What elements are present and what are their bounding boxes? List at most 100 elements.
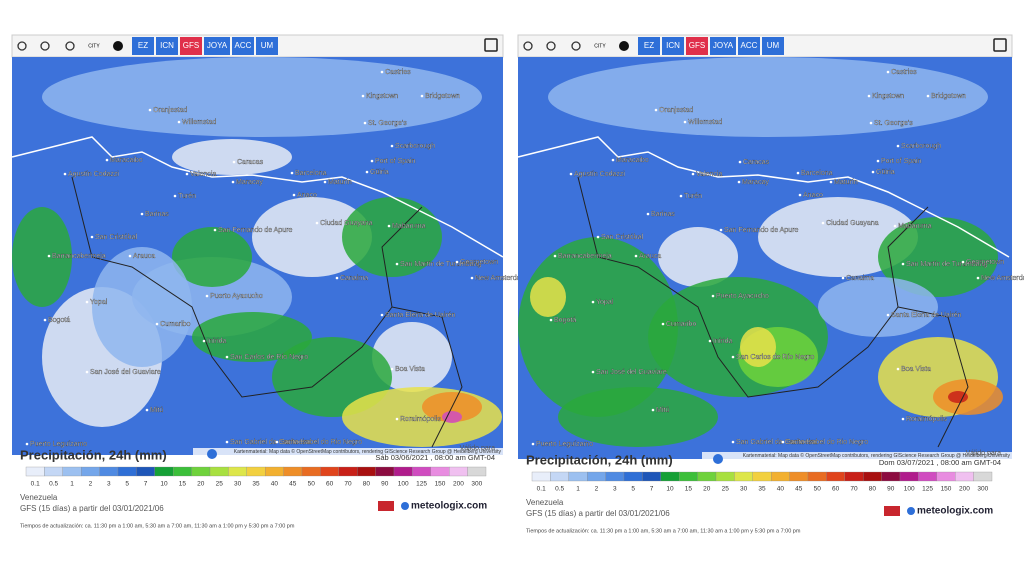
city-dot (395, 417, 399, 421)
place-label: St. George's (874, 120, 913, 127)
precip-area (740, 327, 776, 367)
city-dot (731, 440, 735, 444)
coastline (11, 136, 504, 258)
legend-label: 0.1 (537, 486, 546, 493)
model-button[interactable] (256, 37, 278, 55)
place-label: San Gabriel da Cachoeira (230, 439, 311, 446)
legend-label: 1 (70, 481, 74, 488)
tool-icon[interactable] (40, 41, 50, 51)
legend-swatch (430, 466, 450, 477)
update-times: Tiempos de actualización: ca. 11:30 pm a… (526, 528, 801, 534)
model-button[interactable] (180, 37, 202, 55)
model-button-label[interactable]: EZ (138, 41, 148, 50)
city-dot (275, 440, 279, 444)
city-dot (896, 367, 900, 371)
precip-area (558, 387, 718, 447)
city-dot (315, 221, 319, 225)
legend-label: 20 (703, 486, 711, 493)
model-button-label[interactable]: GFS (689, 41, 705, 50)
legend-label: 100 (904, 486, 915, 493)
share-button[interactable] (993, 38, 1007, 52)
model-button[interactable] (738, 37, 760, 55)
model-button[interactable] (156, 37, 178, 55)
city-dot (711, 294, 715, 298)
dark-toggle[interactable] (113, 41, 123, 51)
model-button[interactable] (686, 37, 708, 55)
model-button[interactable] (232, 37, 254, 55)
city-dot (90, 235, 94, 239)
place-label: San Cristóbal (601, 234, 643, 241)
tool-icon[interactable] (571, 41, 581, 51)
region: Venezuela (20, 493, 58, 502)
city-dot (781, 440, 785, 444)
model-button[interactable] (762, 37, 784, 55)
model-button-label[interactable]: GFS (183, 41, 199, 50)
legend-label: 15 (179, 481, 187, 488)
city-toggle[interactable]: CITY (594, 43, 606, 49)
legend-swatch (550, 471, 569, 482)
tool-icon[interactable] (546, 41, 556, 51)
city-dot (691, 172, 695, 176)
model-button[interactable] (638, 37, 660, 55)
city-toggle[interactable]: CITY (88, 43, 100, 49)
precip-area (12, 207, 72, 307)
model-button-label[interactable]: ICN (666, 41, 680, 50)
place-label: Santa Elena de Uairén (891, 312, 962, 319)
border (71, 176, 463, 448)
city-dot (225, 440, 229, 444)
legend-label: 90 (887, 486, 895, 493)
legend-label: 80 (869, 486, 877, 493)
legend-swatch (623, 471, 643, 482)
legend-label: 10 (666, 486, 674, 493)
coastline (517, 136, 1010, 258)
place-label: San José del Guaviare (596, 369, 667, 376)
legend-label: 300 (977, 486, 988, 493)
place-label: Maracaibo (616, 157, 649, 164)
tool-icon[interactable] (523, 41, 533, 51)
city-dot (380, 70, 384, 74)
place-label: Puerto Leguízamo (30, 441, 87, 448)
city-dot (719, 228, 723, 232)
city-dot (380, 313, 384, 317)
model-button-label[interactable]: ICN (160, 41, 174, 50)
place-label: Güiria (876, 169, 895, 176)
tool-icon[interactable] (17, 41, 27, 51)
model-button-label[interactable]: JOYA (713, 41, 734, 50)
city-dot (731, 355, 735, 359)
model-button[interactable] (132, 37, 154, 55)
city-dot (611, 158, 615, 162)
legend-swatch (44, 466, 63, 477)
city-dot (591, 300, 595, 304)
model-button-label[interactable]: UM (767, 41, 780, 50)
model-button-label[interactable]: JOYA (207, 41, 228, 50)
model-button-label[interactable]: EZ (644, 41, 654, 50)
legend-swatch (826, 471, 845, 482)
place-label: Scarborough (901, 143, 941, 150)
model-button[interactable] (662, 37, 684, 55)
place-label: St. George's (368, 120, 407, 127)
place-label: Mabaruma (898, 223, 932, 230)
model-button-label[interactable]: ACC (741, 41, 758, 50)
place-label: Kingstown (872, 93, 904, 100)
city-dot (896, 144, 900, 148)
legend-label: 0.5 (49, 481, 58, 488)
city-dot (85, 300, 89, 304)
legend-swatch (771, 471, 790, 482)
city-dot (841, 276, 845, 280)
place-label: San Martín de Turumbang (400, 261, 481, 268)
share-button[interactable] (484, 38, 498, 52)
model-button[interactable] (204, 37, 230, 55)
legend-swatch (99, 466, 119, 477)
tool-icon[interactable] (65, 41, 75, 51)
dark-toggle[interactable] (619, 41, 629, 51)
model-button-label[interactable]: UM (261, 41, 274, 50)
city-dot (470, 276, 474, 280)
info-icon[interactable] (713, 454, 723, 464)
place-label: Oranjestad (659, 107, 693, 114)
legend-label: 300 (471, 481, 482, 488)
model-button-label[interactable]: ACC (235, 41, 252, 50)
city-dot (323, 180, 327, 184)
info-icon[interactable] (207, 449, 217, 459)
model-button[interactable] (710, 37, 736, 55)
